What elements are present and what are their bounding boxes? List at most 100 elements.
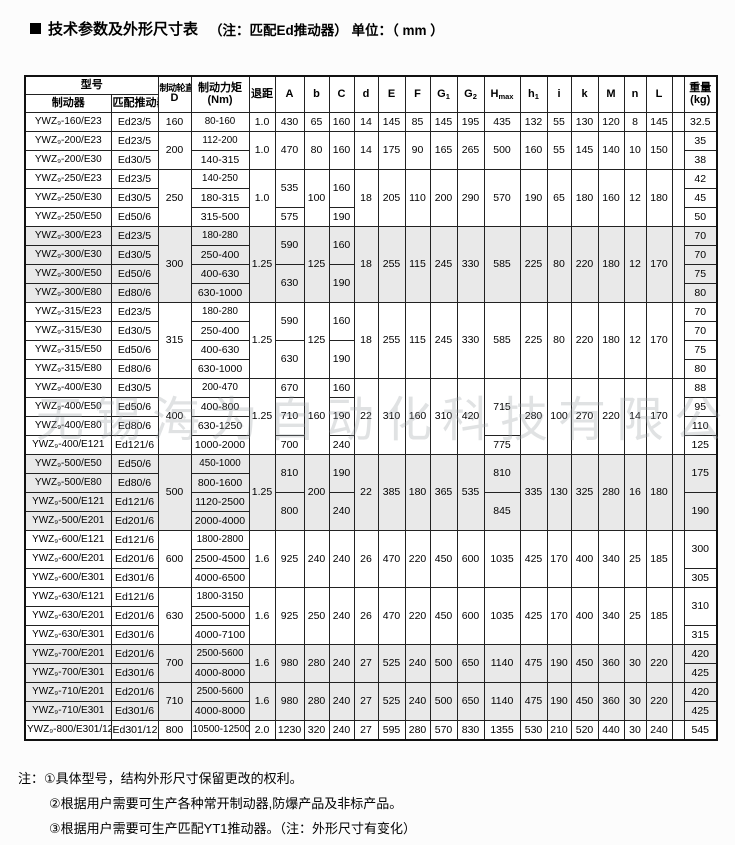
column-header: 制动力矩 (Nm) — [190, 75, 250, 113]
column-header: i — [546, 75, 572, 113]
spec-cell: 70 — [683, 302, 718, 322]
spec-cell: 145 — [570, 131, 599, 170]
spec-cell: 630-1000 — [190, 359, 250, 379]
spec-cell: 190 — [328, 264, 355, 303]
table-row: YWZ₉-500/E80 Ed80/6 800-1600 — [24, 473, 717, 493]
spec-cell: 160 — [328, 112, 355, 132]
spec-cell: 630-1250 — [190, 416, 250, 436]
spec-cell: Ed50/6 — [110, 264, 159, 284]
table-row: YWZ₉-500/E201 Ed201/6 2000-4000 — [24, 511, 717, 531]
spec-cell: 160 — [328, 169, 355, 208]
model-cell: YWZ₉-700/E301 — [24, 663, 112, 683]
spec-cell: 525 — [377, 644, 406, 683]
spec-cell: 180 — [597, 226, 625, 303]
spec-cell: 160 — [328, 302, 355, 341]
table-row: YWZ₉-710/E201 Ed201/6 710 2500-5600 1.6 980 28… — [24, 682, 718, 721]
spec-cell: 1120-2500 — [190, 492, 250, 512]
model-cell: YWZ₉-400/E80 — [24, 416, 112, 436]
column-header: M — [597, 75, 625, 113]
column-header: G1 — [429, 75, 458, 113]
spec-cell: 440 — [597, 720, 625, 740]
table-row: YWZ₉-700/E201 Ed201/6 700 2500-5600 1.6 980 28… — [24, 644, 718, 683]
spec-cell: 200-470 — [190, 378, 250, 398]
spec-cell: 65 — [546, 169, 572, 227]
spec-cell — [671, 454, 685, 531]
spec-cell: 420 — [683, 682, 718, 702]
model-cell: YWZ₉-300/E30 — [24, 245, 112, 265]
spec-cell: 330 — [456, 302, 485, 379]
model-cell: YWZ₉-600/E301 — [24, 568, 112, 588]
spec-cell: 2500-5000 — [190, 606, 250, 626]
spec-cell: 310 — [683, 587, 718, 626]
spec-cell: 1.6 — [248, 530, 276, 588]
spec-cell: 70 — [683, 226, 718, 246]
spec-cell: 205 — [377, 169, 406, 227]
spec-cell: 80 — [683, 283, 718, 303]
spec-cell: 630 — [274, 264, 305, 303]
spec-cell: 180 — [570, 169, 599, 227]
spec-cell: 145 — [645, 112, 673, 132]
spec-cell: 170 — [645, 302, 673, 379]
spec-cell: 170 — [546, 530, 572, 588]
spec-cell: 250 — [157, 169, 192, 227]
spec-cell: 180-280 — [190, 226, 250, 246]
spec-cell: 1355 — [483, 720, 521, 740]
spec-cell: 80 — [546, 226, 572, 303]
spec-cell: 1035 — [483, 587, 521, 645]
spec-cell: 240 — [328, 492, 355, 531]
spec-cell: 600 — [157, 530, 192, 588]
spec-cell: 180 — [645, 169, 673, 227]
spec-cell: 80 — [683, 359, 718, 379]
spec-cell: 165 — [429, 131, 458, 170]
spec-cell: 70 — [683, 245, 718, 265]
table-row: YWZ₉-300/E80 Ed80/6 630-1000 80 — [24, 283, 718, 303]
spec-cell: 180 — [597, 302, 625, 379]
spec-cell: 650 — [456, 644, 485, 683]
spec-cell: Ed23/5 — [110, 302, 159, 322]
column-header: 制动轮直径D — [157, 75, 192, 113]
spec-cell: 30 — [623, 682, 647, 721]
spec-cell: 980 — [274, 644, 305, 683]
column-header: n — [623, 75, 647, 113]
spec-cell: 160 — [404, 378, 431, 455]
spec-cell: 32.5 — [683, 112, 718, 132]
spec-cell: 112-200 — [190, 131, 250, 151]
table-row: YWZ₉-300/E23 Ed23/5 300 180-280 1.25 590 125 16… — [24, 226, 718, 303]
spec-cell: 18 — [353, 169, 379, 227]
spec-cell: 450 — [570, 682, 599, 721]
column-header: k — [570, 75, 599, 113]
spec-cell: 470 — [377, 530, 406, 588]
spec-cell: 450 — [570, 644, 599, 683]
spec-cell: 255 — [377, 302, 406, 379]
spec-cell: 38 — [683, 150, 718, 170]
model-cell: YWZ₉-630/E201 — [24, 606, 112, 626]
spec-cell: 10500-12500 — [190, 720, 250, 740]
spec-cell: 200 — [157, 131, 192, 170]
spec-cell: 525 — [377, 682, 406, 721]
section-marker-icon — [30, 23, 41, 34]
spec-cell: 240 — [404, 644, 431, 683]
spec-cell: Ed301/6 — [110, 625, 159, 645]
table-row: YWZ₉-160/E23 Ed23/5 160 80-160 1.0 430 65 160 14… — [24, 112, 718, 132]
spec-cell: 140-250 — [190, 169, 250, 189]
spec-cell: 75 — [683, 340, 718, 360]
spec-cell: Ed50/6 — [110, 397, 159, 417]
table-row: YWZ₉-800/E301/12 Ed301/12 800 10500-12500 2.… — [24, 720, 718, 740]
spec-cell: 27 — [353, 682, 379, 721]
spec-cell: 70 — [683, 321, 718, 341]
spec-cell: 1800-2800 — [190, 530, 250, 550]
spec-cell: 1230 — [274, 720, 305, 740]
spec-cell: 130 — [546, 454, 572, 531]
spec-cell: 132 — [519, 112, 548, 132]
spec-cell: 535 — [274, 169, 305, 208]
spec-cell: 475 — [519, 644, 548, 683]
spec-cell: 535 — [456, 454, 485, 531]
spec-cell — [671, 587, 685, 645]
spec-cell: 630-1000 — [190, 283, 250, 303]
spec-cell: 4000-6500 — [190, 568, 250, 588]
column-header: 制动器 — [24, 94, 112, 113]
column-header: 退距 — [248, 75, 276, 113]
model-cell: YWZ₉-600/E121 — [24, 530, 112, 550]
spec-cell: 305 — [683, 568, 718, 588]
spec-cell: 180 — [404, 454, 431, 531]
